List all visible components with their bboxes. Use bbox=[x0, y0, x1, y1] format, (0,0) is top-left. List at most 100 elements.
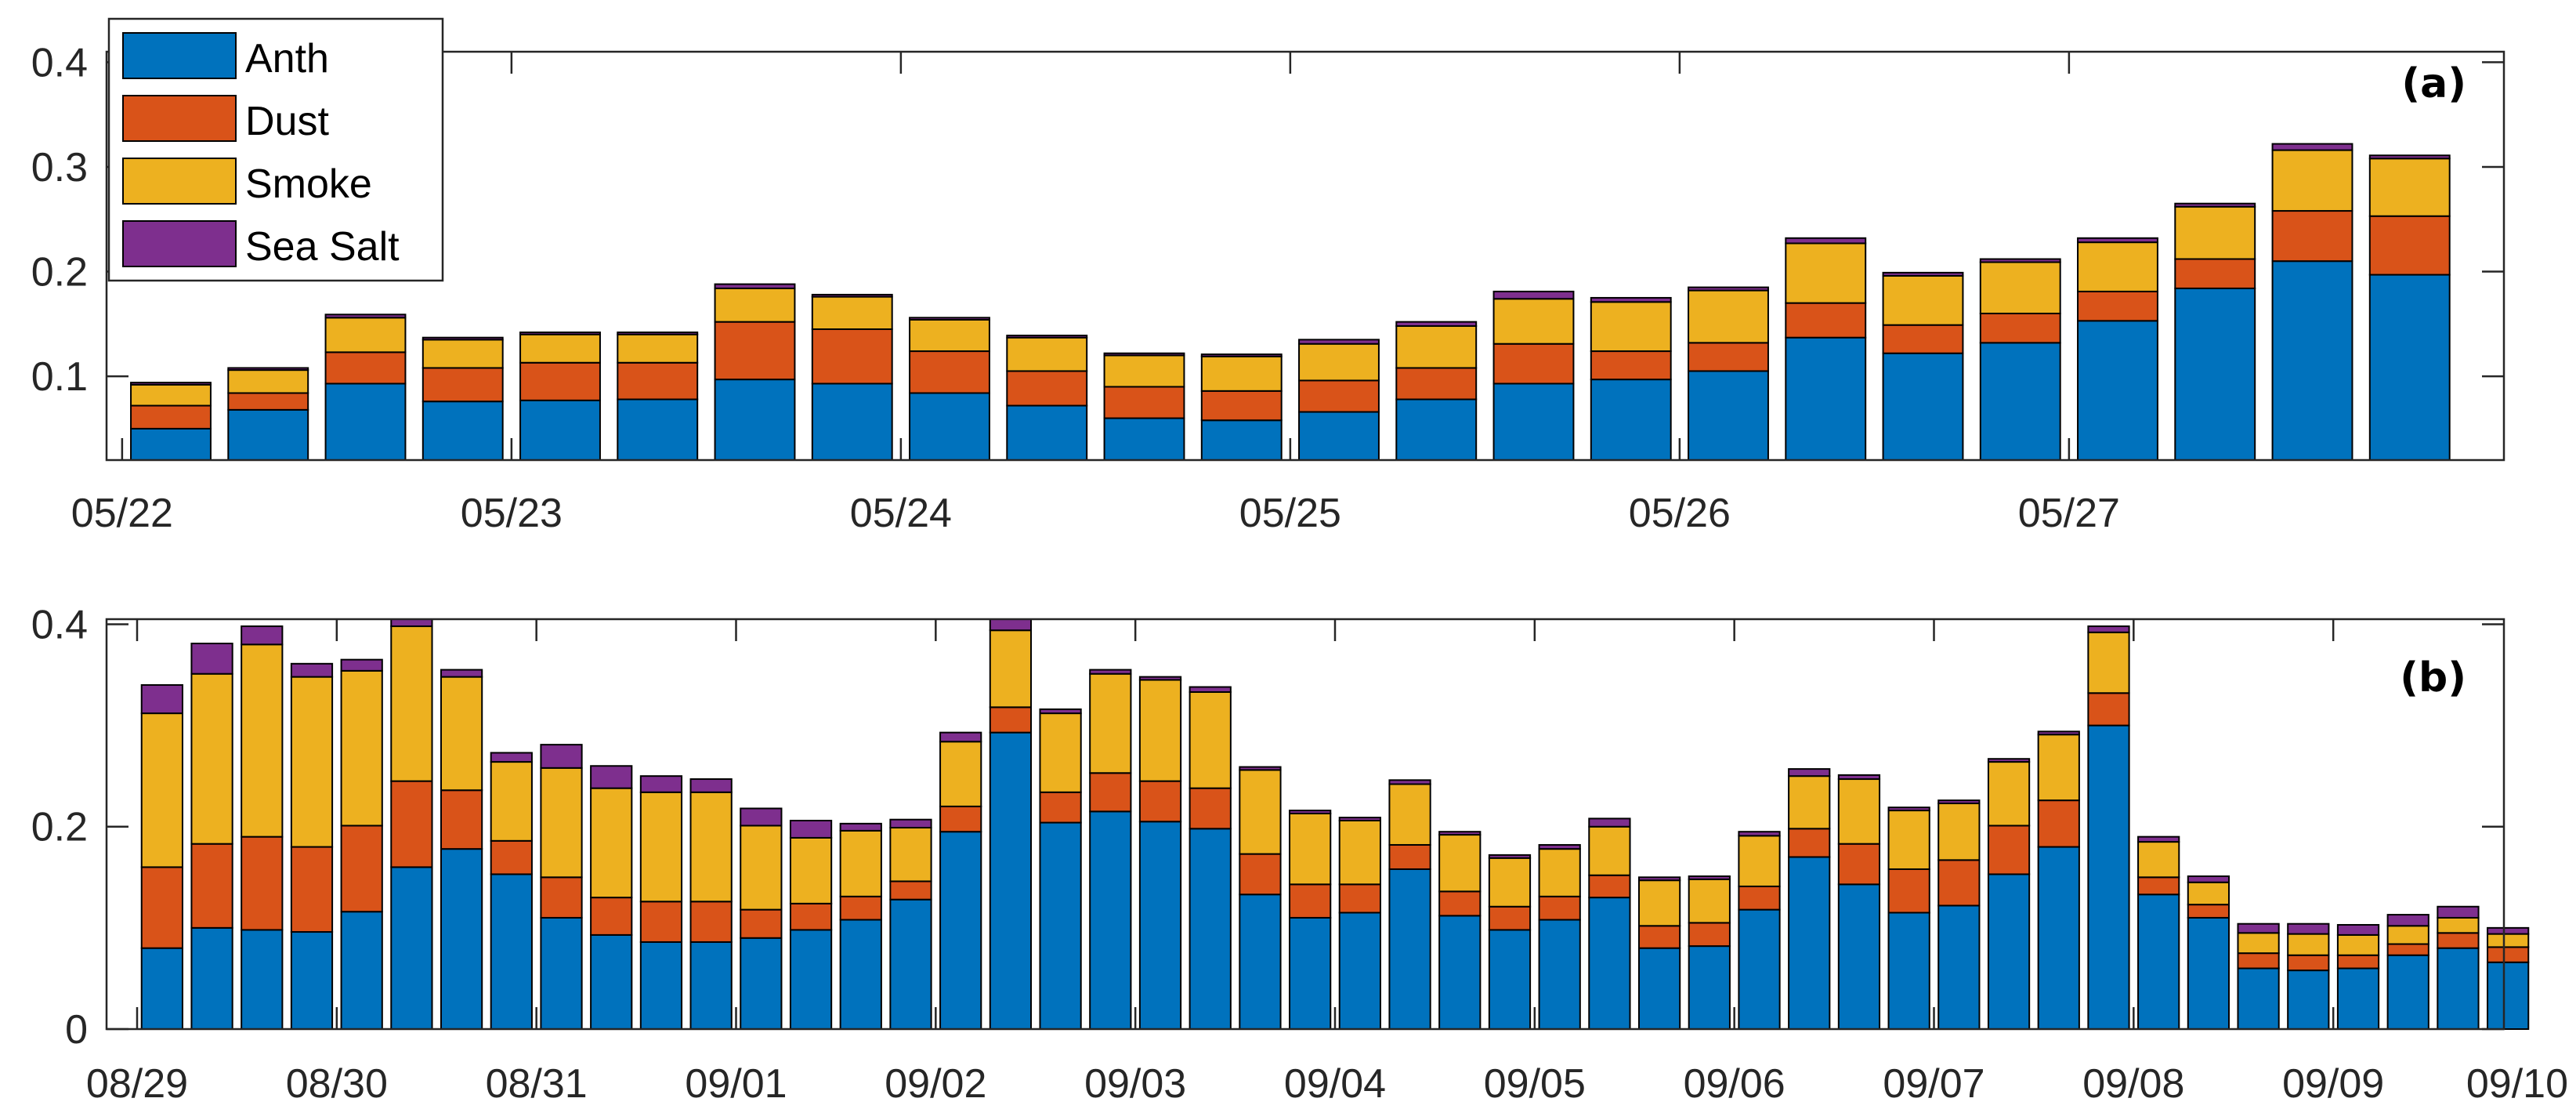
bar-anth-21 bbox=[1189, 828, 1232, 1031]
bar-dust-1 bbox=[190, 843, 233, 929]
bar-anth-22 bbox=[1239, 893, 1282, 1030]
bar-dust-19 bbox=[1089, 772, 1132, 813]
bar-smoke-20 bbox=[1138, 679, 1182, 782]
bar-smoke-32 bbox=[1738, 835, 1781, 887]
bar-smoke-39 bbox=[2087, 631, 2130, 694]
bar-smoke-47 bbox=[2487, 933, 2530, 948]
bar-dust-19 bbox=[1979, 312, 2061, 344]
bar-smoke-6 bbox=[440, 676, 483, 792]
bar-sea-salt-2 bbox=[324, 314, 407, 319]
legend-swatch-smoke bbox=[122, 158, 237, 205]
bar-anth-0 bbox=[130, 427, 212, 461]
bar-sea-salt-6 bbox=[714, 283, 796, 289]
bar-dust-42 bbox=[2237, 952, 2280, 970]
bar-sea-salt-4 bbox=[340, 658, 383, 672]
bar-smoke-18 bbox=[1039, 712, 1082, 793]
bar-sea-salt-46 bbox=[2437, 905, 2480, 919]
bar-dust-20 bbox=[1138, 780, 1182, 823]
bar-sea-salt-20 bbox=[1138, 676, 1182, 681]
bar-smoke-9 bbox=[1006, 336, 1088, 372]
bar-sea-salt-21 bbox=[1189, 686, 1232, 693]
bar-anth-20 bbox=[1138, 821, 1182, 1031]
bar-sea-salt-3 bbox=[421, 336, 504, 341]
bar-dust-9 bbox=[1006, 370, 1088, 407]
legend-entry-smoke: Smoke bbox=[122, 158, 372, 207]
bar-sea-salt-40 bbox=[2137, 835, 2180, 843]
panel-b-x-tick-labels: 08/29 08/30 08/31 09/01 09/02 09/03 09/04 09/05… bbox=[86, 1061, 2568, 1107]
bar-anth-7 bbox=[490, 873, 533, 1031]
bar-smoke-36 bbox=[1937, 803, 1981, 861]
x-tick-label: 08/31 bbox=[486, 1061, 588, 1107]
bar-sea-salt-30 bbox=[1637, 876, 1681, 882]
bar-sea-salt-10 bbox=[1103, 352, 1185, 357]
bar-smoke-1 bbox=[190, 672, 233, 845]
bar-anth-4 bbox=[340, 911, 383, 1030]
x-tick-label: 09/09 bbox=[2282, 1061, 2384, 1107]
bar-sea-salt-39 bbox=[2087, 625, 2130, 633]
bar-sea-salt-11 bbox=[1200, 353, 1283, 357]
bar-smoke-13 bbox=[1395, 325, 1478, 369]
bar-dust-24 bbox=[1338, 883, 1381, 914]
panel-a-y-tick-labels: 0.1 0.2 0.3 0.4 bbox=[31, 40, 88, 400]
bar-smoke-24 bbox=[1338, 819, 1381, 886]
bar-smoke-30 bbox=[1637, 879, 1681, 927]
y-tick-label: 0.1 bbox=[31, 354, 88, 400]
bar-sea-salt-25 bbox=[1388, 779, 1431, 785]
bar-dust-20 bbox=[2077, 290, 2158, 322]
bar-sea-salt-16 bbox=[939, 731, 982, 743]
bar-sea-salt-23 bbox=[2368, 154, 2451, 160]
y-tick-label: 0.4 bbox=[31, 40, 88, 85]
bar-smoke-9 bbox=[590, 787, 633, 899]
bar-sea-salt-7 bbox=[811, 293, 893, 298]
legend-label-smoke: Smoke bbox=[245, 161, 372, 207]
bar-smoke-8 bbox=[909, 318, 990, 353]
bar-anth-10 bbox=[1103, 417, 1185, 461]
bar-dust-5 bbox=[390, 780, 433, 868]
bar-anth-35 bbox=[1887, 912, 1930, 1030]
panel-b-bars bbox=[140, 618, 2530, 1031]
bar-sea-salt-13 bbox=[789, 819, 833, 839]
bar-anth-33 bbox=[1788, 856, 1831, 1030]
bar-dust-38 bbox=[2037, 799, 2080, 848]
bar-smoke-15 bbox=[1590, 301, 1672, 353]
bar-anth-18 bbox=[1039, 821, 1082, 1031]
bar-anth-5 bbox=[390, 866, 433, 1030]
bar-sea-salt-24 bbox=[1338, 817, 1381, 821]
x-tick-label: 09/10 bbox=[2466, 1061, 2568, 1107]
bar-dust-10 bbox=[1103, 386, 1185, 419]
x-tick-label: 09/04 bbox=[1284, 1061, 1386, 1107]
bar-smoke-22 bbox=[1239, 769, 1282, 855]
bar-smoke-33 bbox=[1788, 775, 1831, 830]
bar-dust-7 bbox=[490, 839, 533, 875]
bar-sea-salt-12 bbox=[1298, 339, 1380, 345]
bar-smoke-12 bbox=[740, 825, 783, 911]
legend: Anth Dust Smoke Sea Salt bbox=[107, 17, 444, 282]
bar-anth-31 bbox=[1688, 945, 1731, 1030]
bar-sea-salt-17 bbox=[989, 618, 1033, 632]
x-tick-label: 05/23 bbox=[461, 491, 563, 536]
bar-dust-22 bbox=[1239, 853, 1282, 896]
bar-dust-7 bbox=[811, 328, 893, 385]
bar-smoke-17 bbox=[1785, 242, 1867, 304]
bar-dust-29 bbox=[1588, 874, 1631, 899]
bar-smoke-6 bbox=[714, 287, 796, 323]
bar-smoke-2 bbox=[241, 643, 284, 838]
bar-dust-46 bbox=[2437, 932, 2480, 949]
bar-sea-salt-23 bbox=[1289, 810, 1332, 814]
bar-smoke-19 bbox=[1089, 672, 1132, 774]
bar-dust-23 bbox=[1289, 883, 1332, 919]
bar-sea-salt-9 bbox=[1006, 335, 1088, 339]
bar-smoke-42 bbox=[2237, 932, 2280, 955]
bar-smoke-23 bbox=[1289, 812, 1332, 886]
x-tick-label: 05/22 bbox=[71, 491, 173, 536]
bar-sea-salt-17 bbox=[1785, 237, 1867, 245]
bar-dust-17 bbox=[989, 706, 1033, 734]
bar-sea-salt-16 bbox=[1688, 286, 1769, 292]
bar-smoke-44 bbox=[2336, 933, 2380, 956]
bar-anth-37 bbox=[1987, 873, 2031, 1031]
bar-anth-26 bbox=[1438, 915, 1482, 1030]
bar-anth-17 bbox=[989, 731, 1033, 1030]
bar-anth-46 bbox=[2437, 947, 2480, 1030]
bar-anth-38 bbox=[2037, 846, 2080, 1031]
